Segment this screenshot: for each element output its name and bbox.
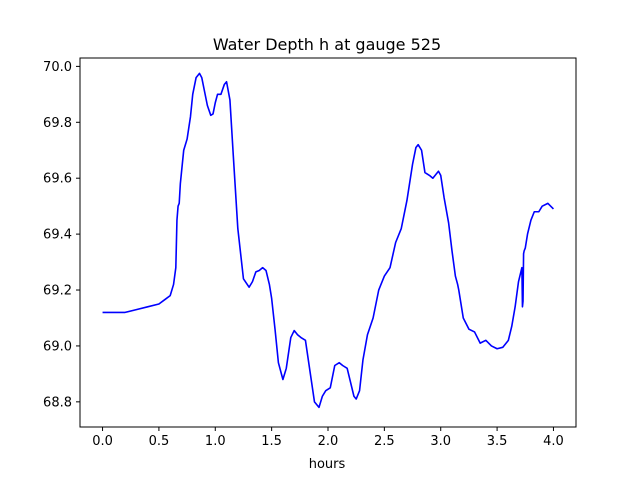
y-tick-label: 70.0 bbox=[43, 60, 72, 75]
x-tick-label: 2.0 bbox=[318, 434, 339, 449]
y-tick-label: 68.8 bbox=[43, 395, 72, 410]
y-tick-label: 69.6 bbox=[43, 172, 72, 187]
plot-frame bbox=[79, 57, 577, 428]
y-tick-label: 69.4 bbox=[43, 228, 72, 243]
y-tick-label: 69.8 bbox=[43, 116, 72, 131]
y-tick-label: 69.2 bbox=[43, 284, 72, 299]
x-tick-label: 3.5 bbox=[487, 434, 508, 449]
x-tick-label: 2.5 bbox=[374, 434, 395, 449]
x-axis-label: hours bbox=[309, 457, 346, 472]
x-tick-label: 0.5 bbox=[149, 434, 170, 449]
series-line-0 bbox=[102, 72, 555, 409]
x-tick-label: 0.0 bbox=[92, 434, 113, 449]
y-axis-ticks: 68.8 69.0 69.2 69.4 69.6 69.8 70.0 bbox=[43, 60, 80, 410]
chart-title: Water Depth h at gauge 525 bbox=[213, 35, 441, 54]
x-tick-label: 1.0 bbox=[205, 434, 226, 449]
x-tick-label: 4.0 bbox=[543, 434, 564, 449]
x-tick-label: 1.5 bbox=[261, 434, 282, 449]
y-tick-label: 69.0 bbox=[43, 339, 72, 354]
plot-area bbox=[79, 57, 577, 428]
x-tick-label: 3.0 bbox=[430, 434, 451, 449]
x-axis-ticks: 0.0 0.5 1.0 1.5 2.0 2.5 3.0 3.5 4.0 bbox=[92, 427, 564, 449]
